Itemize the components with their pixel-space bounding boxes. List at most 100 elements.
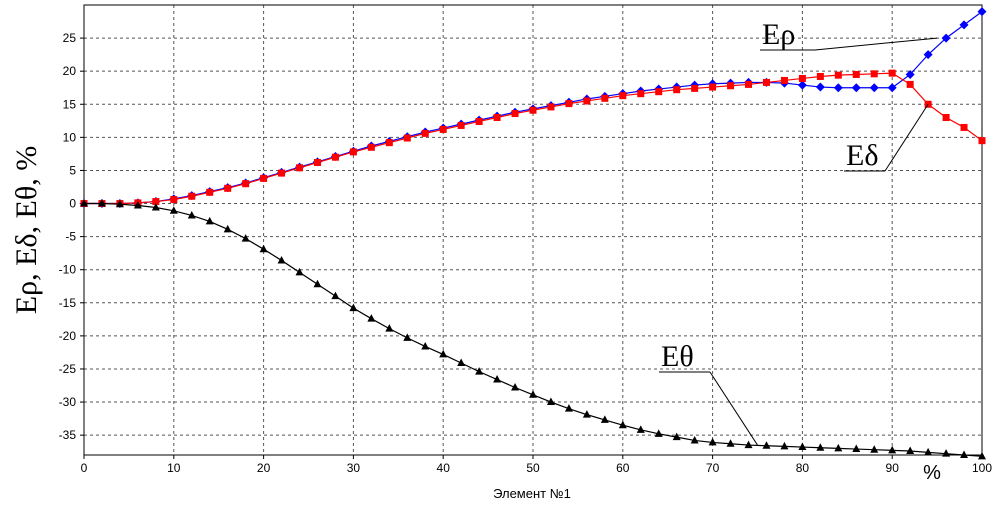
y-tick-label: 25 [63,31,77,45]
data-point-e-theta [762,441,771,449]
data-point-e-delta [583,97,591,105]
data-point-e-delta [870,70,878,78]
x-tick-label: 0 [81,461,88,475]
y-tick-label: 20 [63,64,77,78]
data-point-e-theta [367,314,376,322]
data-point-e-rho [905,69,915,79]
data-point-e-delta [529,106,537,114]
data-point-e-delta [278,169,286,177]
data-point-e-theta [439,349,448,358]
data-point-e-delta [709,83,717,91]
data-point-e-theta [636,425,645,433]
data-point-e-rho [941,33,951,43]
y-tick-label: 0 [69,197,76,211]
data-point-e-theta [295,267,304,276]
annotation-layer: Eρ Eδ Eθ [659,18,938,446]
data-point-e-delta [565,100,573,108]
data-point-e-theta [457,358,466,367]
x-tick-label: 30 [347,461,361,475]
data-point-e-theta [546,397,555,406]
data-point-e-delta [816,72,824,80]
series-e-theta [80,199,986,460]
data-point-e-delta [906,80,914,88]
data-point-e-delta [960,123,968,131]
data-point-e-rho [977,7,987,17]
data-point-e-rho [815,82,825,92]
data-point-e-rho [887,83,897,93]
data-point-e-delta [242,180,250,188]
data-point-e-delta [691,84,699,92]
callout-e-delta: Eδ [844,103,929,172]
data-point-e-theta [223,224,232,233]
data-point-e-delta [403,134,411,142]
y-tick-label: -15 [59,296,77,310]
series-e-delta [80,69,986,208]
data-point-e-rho [959,20,969,30]
data-point-e-theta [744,440,753,449]
data-point-e-theta [924,447,933,456]
data-point-e-theta [313,279,322,288]
data-point-e-delta [511,110,519,118]
x-axis-label: Элемент №1 [493,486,571,501]
data-point-e-theta [600,415,609,423]
y-tick-label: 10 [63,130,77,144]
callout-leader-line [814,37,938,51]
callout-label-e-rho: Eρ [762,18,795,51]
data-point-e-theta [708,437,717,446]
data-point-e-theta [97,199,106,207]
data-point-e-theta [529,390,537,398]
data-point-e-delta [331,153,339,161]
y-tick-label: 15 [63,97,77,111]
data-point-e-delta [439,125,447,133]
data-point-e-delta [673,86,681,94]
data-point-e-delta [349,148,357,156]
data-point-e-theta [277,255,286,264]
data-point-e-delta [762,78,770,86]
y-tick-label: -30 [59,395,77,409]
x-tick-label: 40 [437,461,451,475]
x-tick-label: 70 [706,461,720,475]
data-point-e-theta [475,367,484,375]
data-point-e-theta [960,450,969,458]
callout-label-e-theta: Eθ [661,340,694,373]
callout-leader-line [709,371,758,446]
data-point-e-rho [833,83,843,93]
y-tick-label: 5 [69,163,76,177]
data-point-e-delta [780,76,788,84]
x-tick-label: 80 [796,461,810,475]
data-point-e-rho [869,83,879,93]
callout-label-e-delta: Eδ [846,139,878,172]
data-point-e-delta [978,137,986,145]
data-point-e-delta [727,82,735,90]
y-tick-label: -25 [59,362,77,376]
data-point-e-delta [619,92,627,100]
data-point-e-delta [834,71,842,79]
data-point-e-delta [152,198,160,206]
y-axis-ticks: 25 20 15 10 5 0 -5 -10 -15 -20 -25 -30 -35 [59,31,84,442]
data-point-e-theta [385,324,394,332]
data-point-e-delta [224,184,232,192]
data-point-e-theta [654,429,663,437]
data-point-e-theta [564,404,573,412]
data-point-e-delta [798,74,806,82]
data-point-e-theta [241,234,250,242]
data-point-e-theta [942,449,951,457]
callout-e-rho: Eρ [760,18,938,51]
data-point-e-theta [169,206,178,214]
x-axis-ticks: 0 10 20 30 40 50 60 70 80 90 100 [81,455,992,475]
data-point-e-theta [852,444,861,453]
data-point-e-rho [851,83,861,93]
data-point-e-delta [655,88,663,96]
data-point-e-theta [672,432,681,441]
data-point-e-delta [745,80,753,88]
data-point-e-delta [601,94,609,102]
y-axis-label: Eρ, Eδ, Eθ, % [10,146,43,314]
callout-e-theta: Eθ [659,340,758,446]
data-point-e-theta [205,216,214,225]
data-point-e-delta [385,139,393,147]
data-point-e-theta [259,244,268,253]
x-tick-label: 50 [526,461,540,475]
data-point-e-delta [942,114,950,121]
